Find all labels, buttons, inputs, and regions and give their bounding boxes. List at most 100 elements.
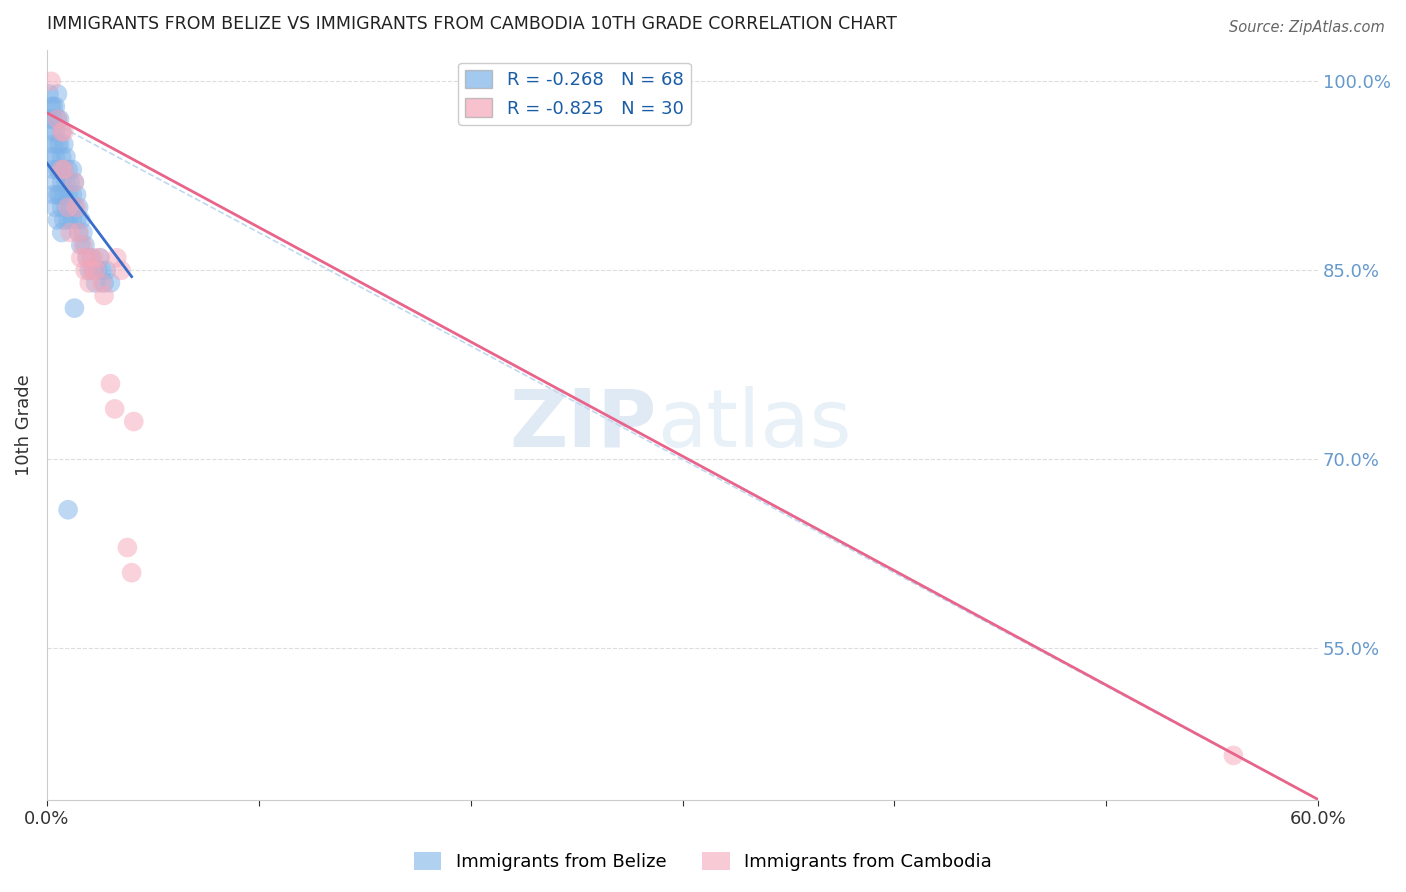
Point <box>39 125 62 139</box>
Point <box>63 301 86 315</box>
Point <box>44 125 66 139</box>
Point <box>100 376 122 391</box>
Point <box>80 251 103 265</box>
Point <box>42 137 65 152</box>
Point <box>76 251 98 265</box>
Point <box>105 251 128 265</box>
Point <box>63 175 86 189</box>
Point <box>48 112 70 127</box>
Point <box>55 150 77 164</box>
Point <box>67 200 90 214</box>
Point <box>69 238 91 252</box>
Point <box>51 226 73 240</box>
Point <box>46 137 69 152</box>
Point <box>84 276 107 290</box>
Point <box>46 87 69 101</box>
Point <box>69 251 91 265</box>
Point <box>83 251 105 265</box>
Point <box>38 112 60 127</box>
Point <box>52 125 75 139</box>
Point <box>42 162 65 177</box>
Point <box>91 263 114 277</box>
Point <box>42 112 65 127</box>
Point <box>89 251 111 265</box>
Point <box>39 99 62 113</box>
Point <box>44 175 66 189</box>
Point <box>65 187 87 202</box>
Point <box>44 150 66 164</box>
Point <box>63 200 86 214</box>
Point <box>67 226 90 240</box>
Point <box>39 150 62 164</box>
Point <box>56 200 79 214</box>
Point <box>59 200 82 214</box>
Point <box>39 74 62 88</box>
Point <box>121 566 143 580</box>
Point <box>93 288 115 302</box>
Point <box>87 263 110 277</box>
Point <box>59 175 82 189</box>
Legend: Immigrants from Belize, Immigrants from Cambodia: Immigrants from Belize, Immigrants from … <box>406 845 1000 879</box>
Point <box>72 238 94 252</box>
Point <box>122 415 145 429</box>
Point <box>77 276 100 290</box>
Point <box>48 187 70 202</box>
Point <box>84 263 107 277</box>
Point <box>60 162 83 177</box>
Point <box>93 276 115 290</box>
Point <box>60 213 83 227</box>
Point <box>42 99 65 113</box>
Point <box>46 213 69 227</box>
Point <box>46 187 69 202</box>
Point <box>117 541 139 555</box>
Text: ZIP: ZIP <box>510 385 657 464</box>
Point <box>52 162 75 177</box>
Point <box>83 263 105 277</box>
Point <box>52 162 75 177</box>
Point <box>51 175 73 189</box>
Point <box>80 263 103 277</box>
Point <box>100 276 122 290</box>
Point <box>38 87 60 101</box>
Point <box>63 175 86 189</box>
Point <box>51 200 73 214</box>
Point <box>42 187 65 202</box>
Point <box>89 251 111 265</box>
Point <box>48 137 70 152</box>
Point <box>52 213 75 227</box>
Point <box>52 137 75 152</box>
Point <box>48 162 70 177</box>
Point <box>65 200 87 214</box>
Point <box>67 226 90 240</box>
Point <box>56 187 79 202</box>
Point <box>44 99 66 113</box>
Point <box>44 200 66 214</box>
Point <box>56 213 79 227</box>
Point <box>91 276 114 290</box>
Point <box>69 213 91 227</box>
Point <box>60 187 83 202</box>
Point <box>104 401 127 416</box>
Text: atlas: atlas <box>657 385 852 464</box>
Point <box>56 162 79 177</box>
Point <box>96 263 118 277</box>
Legend: R = -0.268   N = 68, R = -0.825   N = 30: R = -0.268 N = 68, R = -0.825 N = 30 <box>458 62 690 125</box>
Point <box>51 125 73 139</box>
Point <box>51 125 73 139</box>
Point <box>46 112 69 127</box>
Point <box>77 263 100 277</box>
Point <box>46 112 69 127</box>
Point <box>59 226 82 240</box>
Point <box>72 226 94 240</box>
Text: IMMIGRANTS FROM BELIZE VS IMMIGRANTS FROM CAMBODIA 10TH GRADE CORRELATION CHART: IMMIGRANTS FROM BELIZE VS IMMIGRANTS FRO… <box>46 15 897 33</box>
Point <box>110 263 132 277</box>
Point <box>65 213 87 227</box>
Point <box>52 187 75 202</box>
Point <box>73 263 96 277</box>
Point <box>51 162 73 177</box>
Point <box>1222 748 1244 763</box>
Point <box>55 175 77 189</box>
Point <box>73 238 96 252</box>
Point <box>76 251 98 265</box>
Text: Source: ZipAtlas.com: Source: ZipAtlas.com <box>1229 20 1385 35</box>
